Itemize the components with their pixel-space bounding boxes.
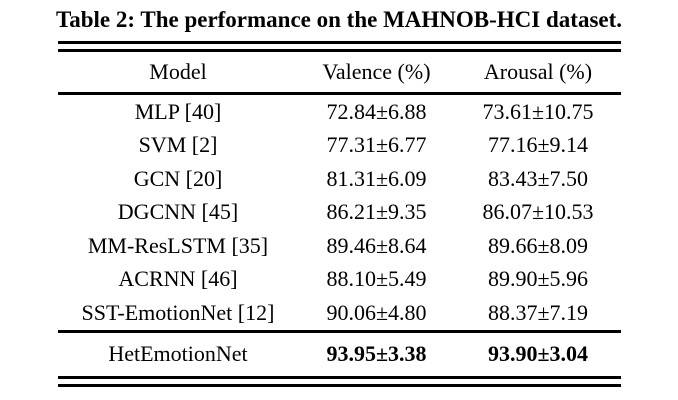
valence-cell: 93.95±3.38 bbox=[326, 341, 427, 366]
valence-cell: 88.10±5.49 bbox=[326, 266, 427, 292]
table-row: ACRNN [46] 88.10±5.49 89.90±5.96 bbox=[58, 263, 621, 297]
bottom-double-rule bbox=[58, 375, 621, 387]
arousal-cell: 77.16±9.14 bbox=[487, 132, 589, 158]
arousal-cell: 83.43±7.50 bbox=[487, 165, 589, 191]
model-cell: MM-ResLSTM [35] bbox=[87, 232, 269, 258]
model-cell: HetEmotionNet bbox=[108, 341, 248, 366]
table-row: SST-EmotionNet [12] 90.06±4.80 88.37±7.1… bbox=[58, 296, 621, 330]
valence-cell: 86.21±9.35 bbox=[326, 199, 427, 225]
valence-cell: 89.46±8.64 bbox=[326, 232, 427, 258]
table-caption: Table 2: The performance on the MAHNOB-H… bbox=[55, 7, 623, 32]
valence-cell: 77.31±6.77 bbox=[326, 132, 427, 158]
top-double-rule bbox=[58, 41, 621, 52]
table-row-hetemotionnet: HetEmotionNet 93.95±3.38 93.90±3.04 bbox=[58, 333, 621, 376]
table-row: MLP [40] 72.84±6.88 73.61±10.75 bbox=[58, 95, 621, 129]
model-cell: MLP [40] bbox=[134, 98, 222, 124]
results-table: Model Valence (%) Arousal (%) MLP [40] 7… bbox=[58, 41, 621, 387]
col-header-valence: Valence (%) bbox=[322, 59, 431, 84]
model-cell: SVM [2] bbox=[138, 132, 218, 158]
arousal-cell: 89.90±5.96 bbox=[487, 266, 589, 292]
valence-cell: 72.84±6.88 bbox=[326, 98, 427, 124]
header-row: Model Valence (%) Arousal (%) bbox=[58, 52, 621, 92]
table-row: MM-ResLSTM [35] 89.46±8.64 89.66±8.09 bbox=[58, 229, 621, 263]
arousal-cell: 73.61±10.75 bbox=[482, 98, 594, 124]
arousal-cell: 88.37±7.19 bbox=[487, 299, 589, 325]
model-cell: DGCNN [45] bbox=[117, 199, 239, 225]
model-cell: ACRNN [46] bbox=[118, 266, 238, 292]
col-header-model: Model bbox=[149, 59, 207, 84]
model-cell: SST-EmotionNet [12] bbox=[81, 299, 275, 325]
body-rule bbox=[58, 329, 621, 333]
header-rule bbox=[58, 92, 621, 95]
model-cell: GCN [20] bbox=[133, 165, 223, 191]
arousal-cell: 93.90±3.04 bbox=[487, 341, 589, 366]
valence-cell: 90.06±4.80 bbox=[326, 299, 427, 325]
arousal-cell: 89.66±8.09 bbox=[487, 232, 589, 258]
valence-cell: 81.31±6.09 bbox=[326, 165, 427, 191]
table-row: SVM [2] 77.31±6.77 77.16±9.14 bbox=[58, 129, 621, 163]
arousal-cell: 86.07±10.53 bbox=[482, 199, 594, 225]
col-header-arousal: Arousal (%) bbox=[483, 59, 593, 84]
table-row: DGCNN [45] 86.21±9.35 86.07±10.53 bbox=[58, 196, 621, 230]
table-row: GCN [20] 81.31±6.09 83.43±7.50 bbox=[58, 162, 621, 196]
